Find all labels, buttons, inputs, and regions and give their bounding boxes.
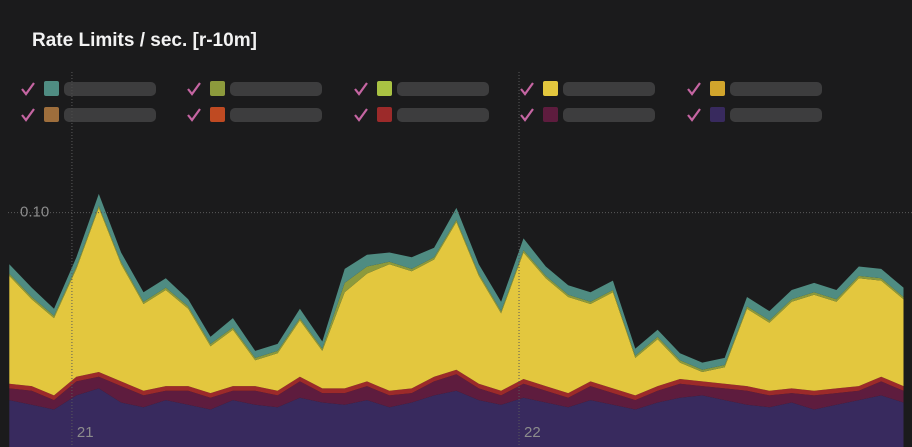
legend-check	[520, 82, 534, 96]
legend-item[interactable]	[21, 81, 156, 96]
legend	[21, 81, 822, 122]
legend-swatch	[377, 107, 392, 122]
legend-check	[687, 82, 701, 96]
legend-check	[187, 108, 201, 122]
legend-label-blurred	[730, 108, 822, 122]
legend-check	[21, 82, 35, 96]
legend-label-blurred	[230, 108, 322, 122]
legend-swatch	[44, 107, 59, 122]
area-series	[9, 388, 904, 447]
area-series	[9, 374, 904, 410]
legend-swatch	[210, 107, 225, 122]
legend-swatch	[710, 81, 725, 96]
legend-item[interactable]	[21, 107, 156, 122]
legend-swatch	[44, 81, 59, 96]
legend-label-blurred	[563, 82, 655, 96]
x-tick-label: 22	[524, 424, 541, 441]
legend-swatch	[710, 107, 725, 122]
legend-item[interactable]	[687, 81, 822, 96]
area-series	[9, 369, 904, 401]
legend-check	[520, 108, 534, 122]
y-tick-label: 0.10	[20, 204, 49, 221]
x-tick-label: 21	[77, 424, 94, 441]
legend-check	[187, 82, 201, 96]
legend-check	[354, 82, 368, 96]
panel-title: Rate Limits / sec. [r-10m]	[32, 30, 257, 51]
legend-swatch	[543, 107, 558, 122]
legend-label-blurred	[563, 108, 655, 122]
legend-check	[687, 108, 701, 122]
legend-item[interactable]	[354, 107, 489, 122]
legend-label-blurred	[64, 108, 156, 122]
legend-item[interactable]	[687, 107, 822, 122]
legend-label-blurred	[230, 82, 322, 96]
area-series	[9, 207, 904, 396]
legend-item[interactable]	[354, 81, 489, 96]
legend-check	[21, 108, 35, 122]
legend-item[interactable]	[520, 81, 655, 96]
legend-swatch	[543, 81, 558, 96]
legend-label-blurred	[397, 82, 489, 96]
legend-item[interactable]	[187, 81, 322, 96]
legend-swatch	[377, 81, 392, 96]
area-series	[9, 193, 904, 370]
legend-item[interactable]	[187, 107, 322, 122]
legend-swatch	[210, 81, 225, 96]
legend-label-blurred	[397, 108, 489, 122]
legend-item[interactable]	[520, 107, 655, 122]
plot-area: 0.10 21 22	[8, 72, 912, 447]
legend-check	[354, 108, 368, 122]
legend-label-blurred	[64, 82, 156, 96]
legend-label-blurred	[730, 82, 822, 96]
